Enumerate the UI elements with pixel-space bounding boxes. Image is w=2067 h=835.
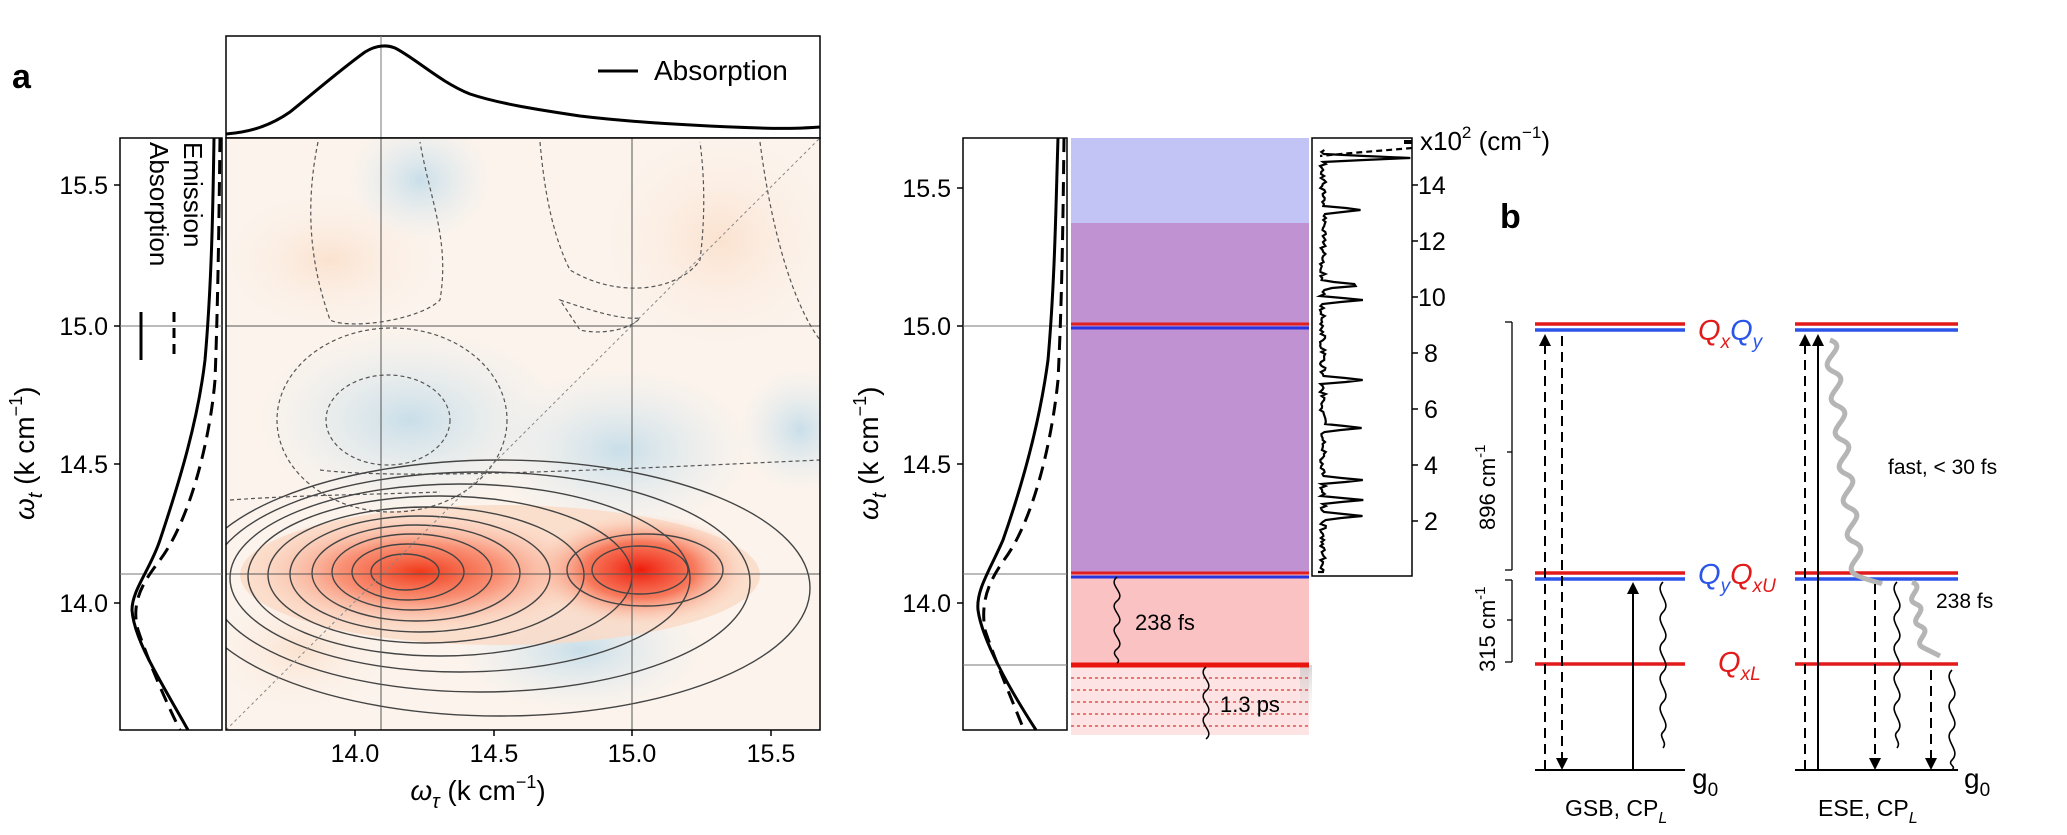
- panel-a-ylabel: ωt (k cm−1): [6, 387, 47, 520]
- panel-a-xlabel: ωτ (k cm−1): [410, 772, 545, 813]
- absorption-side-curve: [130, 137, 216, 731]
- band-light-pink: [1071, 665, 1309, 735]
- emission-side-curve: [134, 137, 222, 731]
- mid-time-13: 1.3 ps: [1220, 692, 1280, 717]
- mid-right-axis-ticks: 2 4 6 8 10 12 14: [1412, 172, 1446, 536]
- mid-y-tick-14-5: 14.5: [902, 451, 951, 479]
- panel-a-label: a: [12, 58, 32, 96]
- svg-text:315 cm-1: 315 cm-1: [1472, 587, 1500, 673]
- gap-315-label: 315 cm-1: [1472, 587, 1500, 673]
- mid-right-tick-14: 14: [1418, 172, 1446, 200]
- x-tick-15-5: 15.5: [747, 740, 796, 768]
- panel-b-label: b: [1500, 198, 1521, 236]
- mid-right-tick-2: 2: [1424, 508, 1438, 536]
- x-tick-14-5: 14.5: [470, 740, 519, 768]
- caption-gsb: GSB, CPL: [1565, 795, 1667, 827]
- x-tick-14-0: 14.0: [331, 740, 380, 768]
- vibronic-spectrum: [1315, 149, 1411, 574]
- fast-label: fast, < 30 fs: [1888, 456, 1997, 479]
- gap-896-label: 896 cm-1: [1472, 445, 1500, 531]
- band-pink: [1071, 573, 1309, 665]
- caption-ese: ESE, CPL: [1818, 795, 1918, 827]
- mid-right-tick-6: 6: [1424, 396, 1438, 424]
- fast-relaxation-wave: [1824, 337, 1884, 587]
- mid-right-tick-10: 10: [1418, 284, 1446, 312]
- mid-time-238: 238 fs: [1135, 610, 1195, 635]
- left-legend-absorption: Absorption: [144, 142, 174, 266]
- 2d-spectrum-heatmap: [226, 138, 820, 730]
- ground-left: g0: [1692, 763, 1718, 801]
- relax-13-wave: [1202, 666, 1210, 740]
- mid-ylabel: ωt (k cm−1): [850, 387, 891, 520]
- left-spectra: Absorption Emission: [119, 137, 223, 731]
- relax-238-wave: [1113, 576, 1121, 664]
- y-tick-15-5: 15.5: [59, 172, 108, 200]
- level-label-qxl: QxL: [1718, 647, 1761, 685]
- mid-y-tick-15-0: 15.0: [902, 313, 951, 341]
- x-tick-15-0: 15.0: [608, 740, 657, 768]
- top-legend-label: Absorption: [654, 55, 788, 86]
- mid-right-spectrum-frame: [1311, 137, 1413, 577]
- mid-y-tick-15-5: 15.5: [902, 175, 951, 203]
- ground-right: g0: [1964, 763, 1990, 801]
- band-blue: [1071, 138, 1309, 223]
- svg-text:ωt (k cm−1): ωt (k cm−1): [850, 387, 891, 520]
- mid-right-unit: x102 (cm−1): [1420, 123, 1550, 156]
- svg-text:896 cm-1: 896 cm-1: [1472, 445, 1500, 531]
- panel-a-x-ticks: 14.0 14.5 15.0 15.5: [331, 730, 796, 768]
- band-purple: [1071, 223, 1309, 573]
- top-absorption-spectrum: Absorption: [225, 35, 821, 139]
- y-tick-15-0: 15.0: [59, 313, 108, 341]
- left-legend: Absorption Emission: [144, 142, 208, 266]
- y-tick-14-5: 14.5: [59, 451, 108, 479]
- top-spectrum-frame: [225, 35, 821, 139]
- mid-right-tick-12: 12: [1418, 228, 1446, 256]
- level-label-qyqxu: QyQxU: [1698, 559, 1776, 597]
- mid-y-ticks: 15.5 15.0 14.5 14.0: [902, 175, 963, 618]
- left-spectrum-frame: [119, 137, 223, 731]
- level-label-qxqy: QxQy: [1698, 315, 1764, 353]
- middle-panel: 15.5 15.0 14.5 14.0 ωt (k cm−1) 238 fs 1…: [850, 123, 1550, 740]
- svg-text:ωt (k cm−1): ωt (k cm−1): [6, 387, 47, 520]
- mid-right-tick-4: 4: [1424, 452, 1438, 480]
- absorption-curve: [225, 44, 821, 136]
- left-legend-emission: Emission: [178, 142, 208, 247]
- heatmap-frame: [225, 137, 821, 731]
- panel-a-y-ticks: 15.5 15.0 14.5 14.0: [59, 172, 120, 618]
- mid-spectrum-frame: [962, 137, 1068, 731]
- b-time-238: 238 fs: [1936, 590, 1993, 613]
- mid-y-tick-14-0: 14.0: [902, 590, 951, 618]
- mid-right-tick-8: 8: [1424, 340, 1438, 368]
- y-tick-14-0: 14.0: [59, 590, 108, 618]
- panel-b: b 896 cm-1 315 cm-1 g0 GSB, CPL: [1472, 198, 1997, 827]
